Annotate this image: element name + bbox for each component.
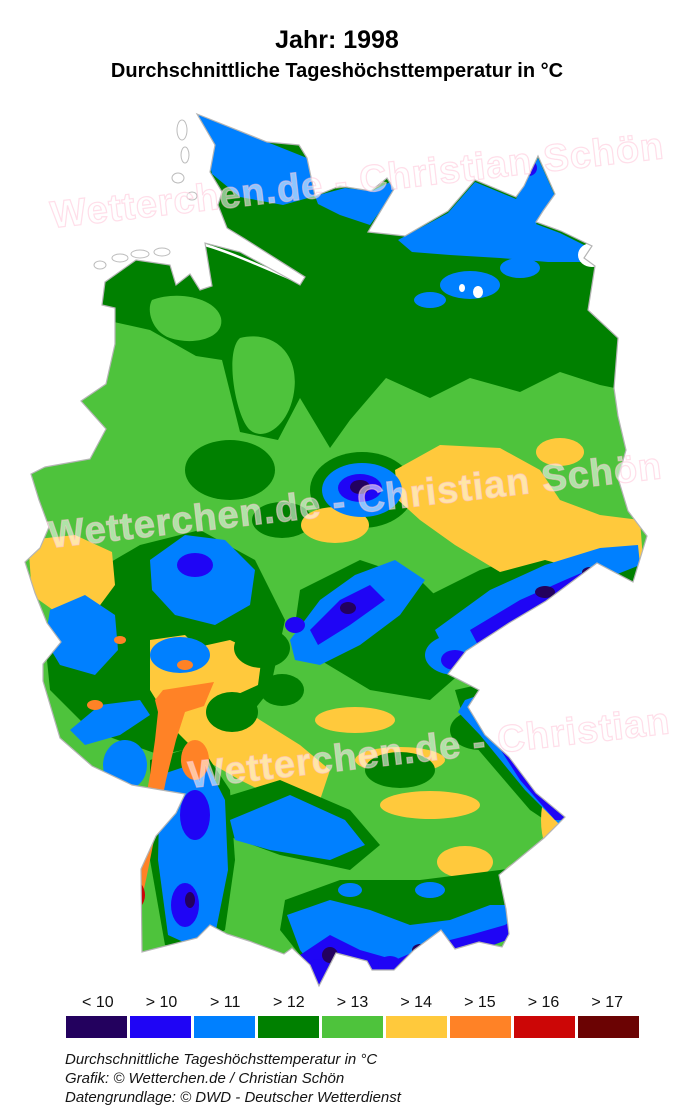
temperature-legend: < 10 > 10 > 11 > 12 > 13 > 14 > 15 > 16 … — [66, 994, 639, 1038]
legend-color-bar — [66, 1016, 639, 1038]
legend-swatch — [514, 1016, 575, 1038]
footer-credits: Durchschnittliche Tageshöchsttemperatur … — [65, 1050, 625, 1107]
title-block: Jahr: 1998 Durchschnittliche Tageshöchst… — [0, 24, 674, 84]
footer-line-graphic-credit: Grafik: © Wetterchen.de / Christian Schö… — [65, 1070, 345, 1087]
legend-swatch — [386, 1016, 447, 1038]
offshore-islands — [93, 119, 198, 270]
legend-swatch — [322, 1016, 383, 1038]
legend-swatch — [130, 1016, 191, 1038]
page-subtitle: Durchschnittliche Tageshöchsttemperatur … — [110, 60, 564, 82]
page-title: Jahr: 1998 — [275, 26, 399, 54]
legend-swatch — [66, 1016, 127, 1038]
legend-label: > 14 — [400, 994, 432, 1011]
legend-label: > 12 — [273, 994, 305, 1011]
legend-label: > 16 — [527, 994, 560, 1011]
legend-labels: < 10 > 10 > 11 > 12 > 13 > 14 > 15 > 16 … — [66, 994, 639, 1012]
country-border — [24, 112, 648, 988]
legend-label: > 17 — [591, 994, 623, 1011]
legend-swatches — [66, 1016, 639, 1038]
legend-swatch — [450, 1016, 511, 1038]
region-gt13-cuts — [149, 295, 295, 434]
legend-swatch — [258, 1016, 319, 1038]
region-gt15-orange — [87, 636, 214, 913]
legend-label: < 10 — [82, 994, 114, 1011]
legend-label: > 10 — [145, 994, 178, 1011]
legend-label: > 15 — [464, 994, 496, 1011]
footer-line-data-source: Datengrundlage: © DWD - Deutscher Wetter… — [65, 1089, 401, 1106]
legend-label: > 11 — [209, 994, 241, 1011]
legend-swatch — [578, 1016, 639, 1038]
footer-line-variable: Durchschnittliche Tageshöchsttemperatur … — [65, 1051, 378, 1068]
legend-label: > 13 — [336, 994, 369, 1011]
legend-swatch — [194, 1016, 255, 1038]
